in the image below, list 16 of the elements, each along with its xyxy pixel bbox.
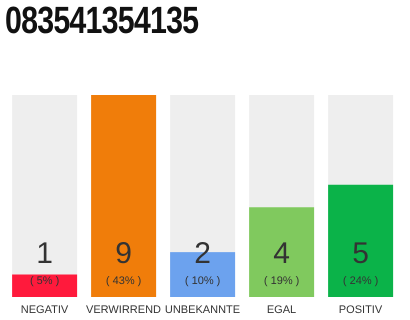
annotation: ( 5% ) [30,275,60,287]
annotation: ( 10% ) [184,275,220,287]
x-tick-label: EGAL [266,304,296,316]
x-tick-label: UNBEKANNTE [164,304,240,316]
x-tick-label: POSITIV [338,304,383,316]
annotation: ( 24% ) [342,275,378,287]
data-label: 5 [352,237,369,270]
x-tick-label: NEGATIV [20,304,69,316]
chart-title: 083541354135 [5,0,198,43]
x-tick-label: VERWIRREND [86,304,162,316]
annotation: ( 43% ) [106,275,142,287]
bar [12,274,78,297]
data-label: 4 [273,237,290,270]
data-label: 9 [115,237,132,270]
data-label: 1 [36,237,53,270]
annotation: ( 19% ) [264,275,300,287]
